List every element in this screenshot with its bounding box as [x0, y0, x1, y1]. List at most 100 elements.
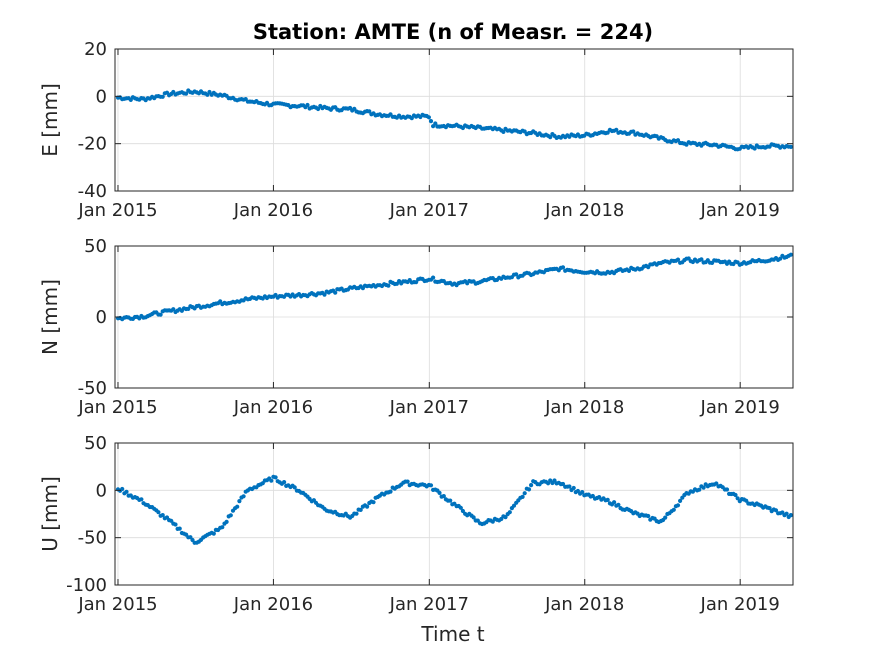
- east-data-point: [428, 119, 434, 124]
- north-data-point: [322, 292, 327, 297]
- up-data-point: [269, 478, 274, 483]
- xlabel: Time t: [420, 622, 484, 646]
- up-data-point: [697, 487, 702, 492]
- east-ytick-label: -20: [78, 134, 107, 155]
- east-ytick-label: -40: [78, 181, 107, 202]
- east-xtick-label: Jan 2018: [544, 200, 624, 221]
- up-data-point: [139, 497, 144, 502]
- east-xtick-label: Jan 2017: [389, 200, 469, 221]
- up-data-point: [503, 515, 508, 520]
- up-data-point: [471, 515, 476, 520]
- up-data-point: [567, 484, 572, 489]
- up-data-point: [441, 494, 446, 499]
- north-data-point: [158, 312, 163, 317]
- east-data-point: [501, 129, 506, 134]
- up-data-point: [173, 522, 178, 527]
- up-ylabel: U [mm]: [38, 476, 62, 552]
- up-data-point: [733, 492, 738, 498]
- east-data-point: [433, 121, 438, 126]
- up-data-point: [354, 511, 359, 516]
- east-ytick-label: 0: [96, 86, 107, 107]
- up-ytick-label: -100: [66, 575, 107, 596]
- north-series: [115, 252, 794, 322]
- up-ytick-label: 0: [96, 480, 107, 501]
- up-data-point: [177, 526, 182, 531]
- up-xtick-label: Jan 2017: [389, 594, 469, 615]
- up-data-point: [405, 479, 410, 484]
- east-data-point: [631, 129, 636, 134]
- up-data-point: [211, 531, 216, 536]
- up-data-point: [437, 490, 442, 495]
- up-data-point: [767, 506, 772, 511]
- up-data-point: [646, 513, 651, 519]
- up-data-point: [616, 502, 621, 507]
- north-data-point: [560, 265, 566, 270]
- up-data-point: [156, 510, 161, 515]
- up-data-point: [571, 485, 576, 491]
- north-data-point: [778, 256, 783, 261]
- up-xtick-label: Jan 2019: [700, 594, 780, 615]
- up-data-point: [358, 507, 363, 512]
- up-data-point: [120, 486, 125, 492]
- north-ytick-label: -50: [78, 378, 107, 399]
- up-data-point: [526, 487, 532, 492]
- up-data-point: [160, 513, 165, 518]
- east-ytick-label: 20: [84, 39, 107, 60]
- up-data-point: [237, 499, 242, 504]
- up-data-point: [458, 505, 463, 510]
- chart-title: Station: AMTE (n of Measr. = 224): [253, 20, 653, 44]
- north-data-point: [414, 280, 419, 285]
- north-data-point: [626, 268, 632, 273]
- up-data-point: [388, 489, 393, 494]
- up-data-point: [701, 485, 706, 490]
- up-data-point: [784, 511, 789, 516]
- north-ylabel: N [mm]: [38, 279, 62, 355]
- up-data-point: [365, 504, 370, 509]
- east-data-point: [305, 102, 310, 108]
- north-xtick-label: Jan 2019: [700, 397, 780, 418]
- east-data-point: [752, 146, 757, 151]
- east-series: [115, 88, 794, 152]
- east-ylabel: E [mm]: [38, 83, 62, 157]
- panel-north: Jan 2015 Jan 2016 Jan 2017 Jan 2018 Jan 2019…: [38, 236, 794, 418]
- up-xtick-label: Jan 2015: [77, 594, 157, 615]
- up-data-point: [552, 478, 557, 483]
- up-data-point: [773, 508, 779, 513]
- up-data-point: [292, 485, 297, 490]
- up-data-point: [507, 510, 512, 515]
- east-data-point: [160, 94, 165, 99]
- up-data-point: [273, 475, 278, 480]
- east-data-point: [614, 127, 619, 132]
- east-xtick-label: Jan 2015: [77, 200, 157, 221]
- up-data-point: [605, 497, 610, 502]
- north-data-point: [514, 272, 519, 277]
- east-data-point: [788, 144, 794, 149]
- north-xtick-label: Jan 2017: [389, 397, 469, 418]
- up-data-point: [428, 483, 434, 488]
- up-data-point: [580, 490, 585, 495]
- up-series: [115, 474, 794, 545]
- panel-up: Jan 2015 Jan 2016 Jan 2017 Jan 2018 Jan 2019…: [38, 433, 794, 615]
- north-xtick-label: Jan 2016: [233, 397, 313, 418]
- up-data-point: [224, 519, 229, 525]
- north-data-point: [675, 257, 681, 262]
- up-data-point: [235, 504, 240, 509]
- up-xtick-label: Jan 2016: [233, 594, 313, 615]
- up-xtick-label: Jan 2018: [544, 594, 624, 615]
- up-data-point: [511, 503, 517, 508]
- up-data-point: [448, 498, 453, 503]
- up-data-point: [220, 525, 225, 530]
- north-data-point: [333, 290, 338, 295]
- up-data-point: [371, 500, 376, 505]
- up-data-point: [788, 513, 794, 518]
- north-data-point: [788, 252, 794, 257]
- up-data-point: [724, 487, 730, 492]
- up-data-point: [678, 498, 683, 503]
- panel-east: Jan 2015 Jan 2016 Jan 2017 Jan 2018 Jan 2019…: [38, 39, 794, 221]
- up-data-point: [671, 507, 676, 512]
- up-data-point: [228, 513, 233, 518]
- up-ytick-label: -50: [78, 528, 107, 549]
- east-data-point: [548, 135, 553, 140]
- up-data-point: [735, 496, 740, 501]
